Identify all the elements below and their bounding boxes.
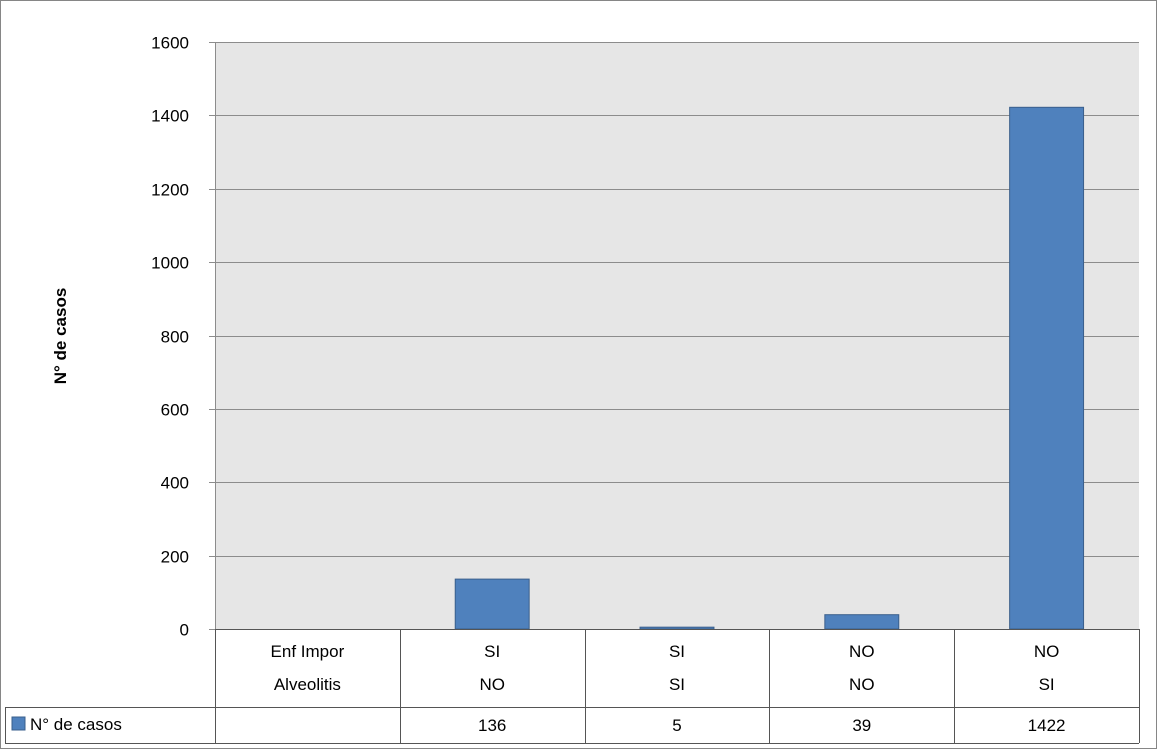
bar-series [454, 106, 1085, 630]
y-tick-label: 800 [161, 328, 189, 347]
legend-label: N° de casos [30, 715, 122, 734]
data-table: Enf Impor Alveolitis SI NO SI SI NO NO NO SI N° de… [5, 629, 1140, 744]
y-axis-title: N° de casos [51, 288, 70, 385]
bar [1009, 106, 1085, 630]
category-label: NO [849, 675, 875, 694]
y-tick-label: 600 [161, 401, 189, 420]
row-header-label: Enf Impor [271, 642, 345, 661]
y-tick-label: 1400 [151, 107, 189, 126]
bar [824, 614, 900, 630]
bar [639, 626, 715, 630]
bar [454, 578, 530, 630]
legend-swatch [11, 716, 26, 731]
y-tick-label: 1600 [151, 34, 189, 53]
category-label: SI [669, 642, 685, 661]
y-tick-label: 400 [161, 474, 189, 493]
category-label: SI [484, 642, 500, 661]
category-label: SI [1039, 675, 1055, 694]
plot-area [209, 42, 1139, 630]
data-table-value: 5 [672, 716, 681, 735]
category-label: NO [479, 675, 505, 694]
category-label: NO [1034, 642, 1060, 661]
row-header-label: Alveolitis [274, 675, 341, 694]
y-tick-label: 200 [161, 548, 189, 567]
data-table-value: 136 [478, 716, 506, 735]
category-label: SI [669, 675, 685, 694]
plot-background [215, 42, 1139, 629]
y-tick-label: 0 [180, 621, 189, 640]
y-axis: 0 200 400 600 800 1000 1200 1400 1600 [151, 34, 216, 640]
y-tick-label: 1200 [151, 181, 189, 200]
data-table-value: 1422 [1028, 716, 1066, 735]
data-table-value: 39 [852, 716, 871, 735]
y-tick-label: 1000 [151, 254, 189, 273]
category-label: NO [849, 642, 875, 661]
